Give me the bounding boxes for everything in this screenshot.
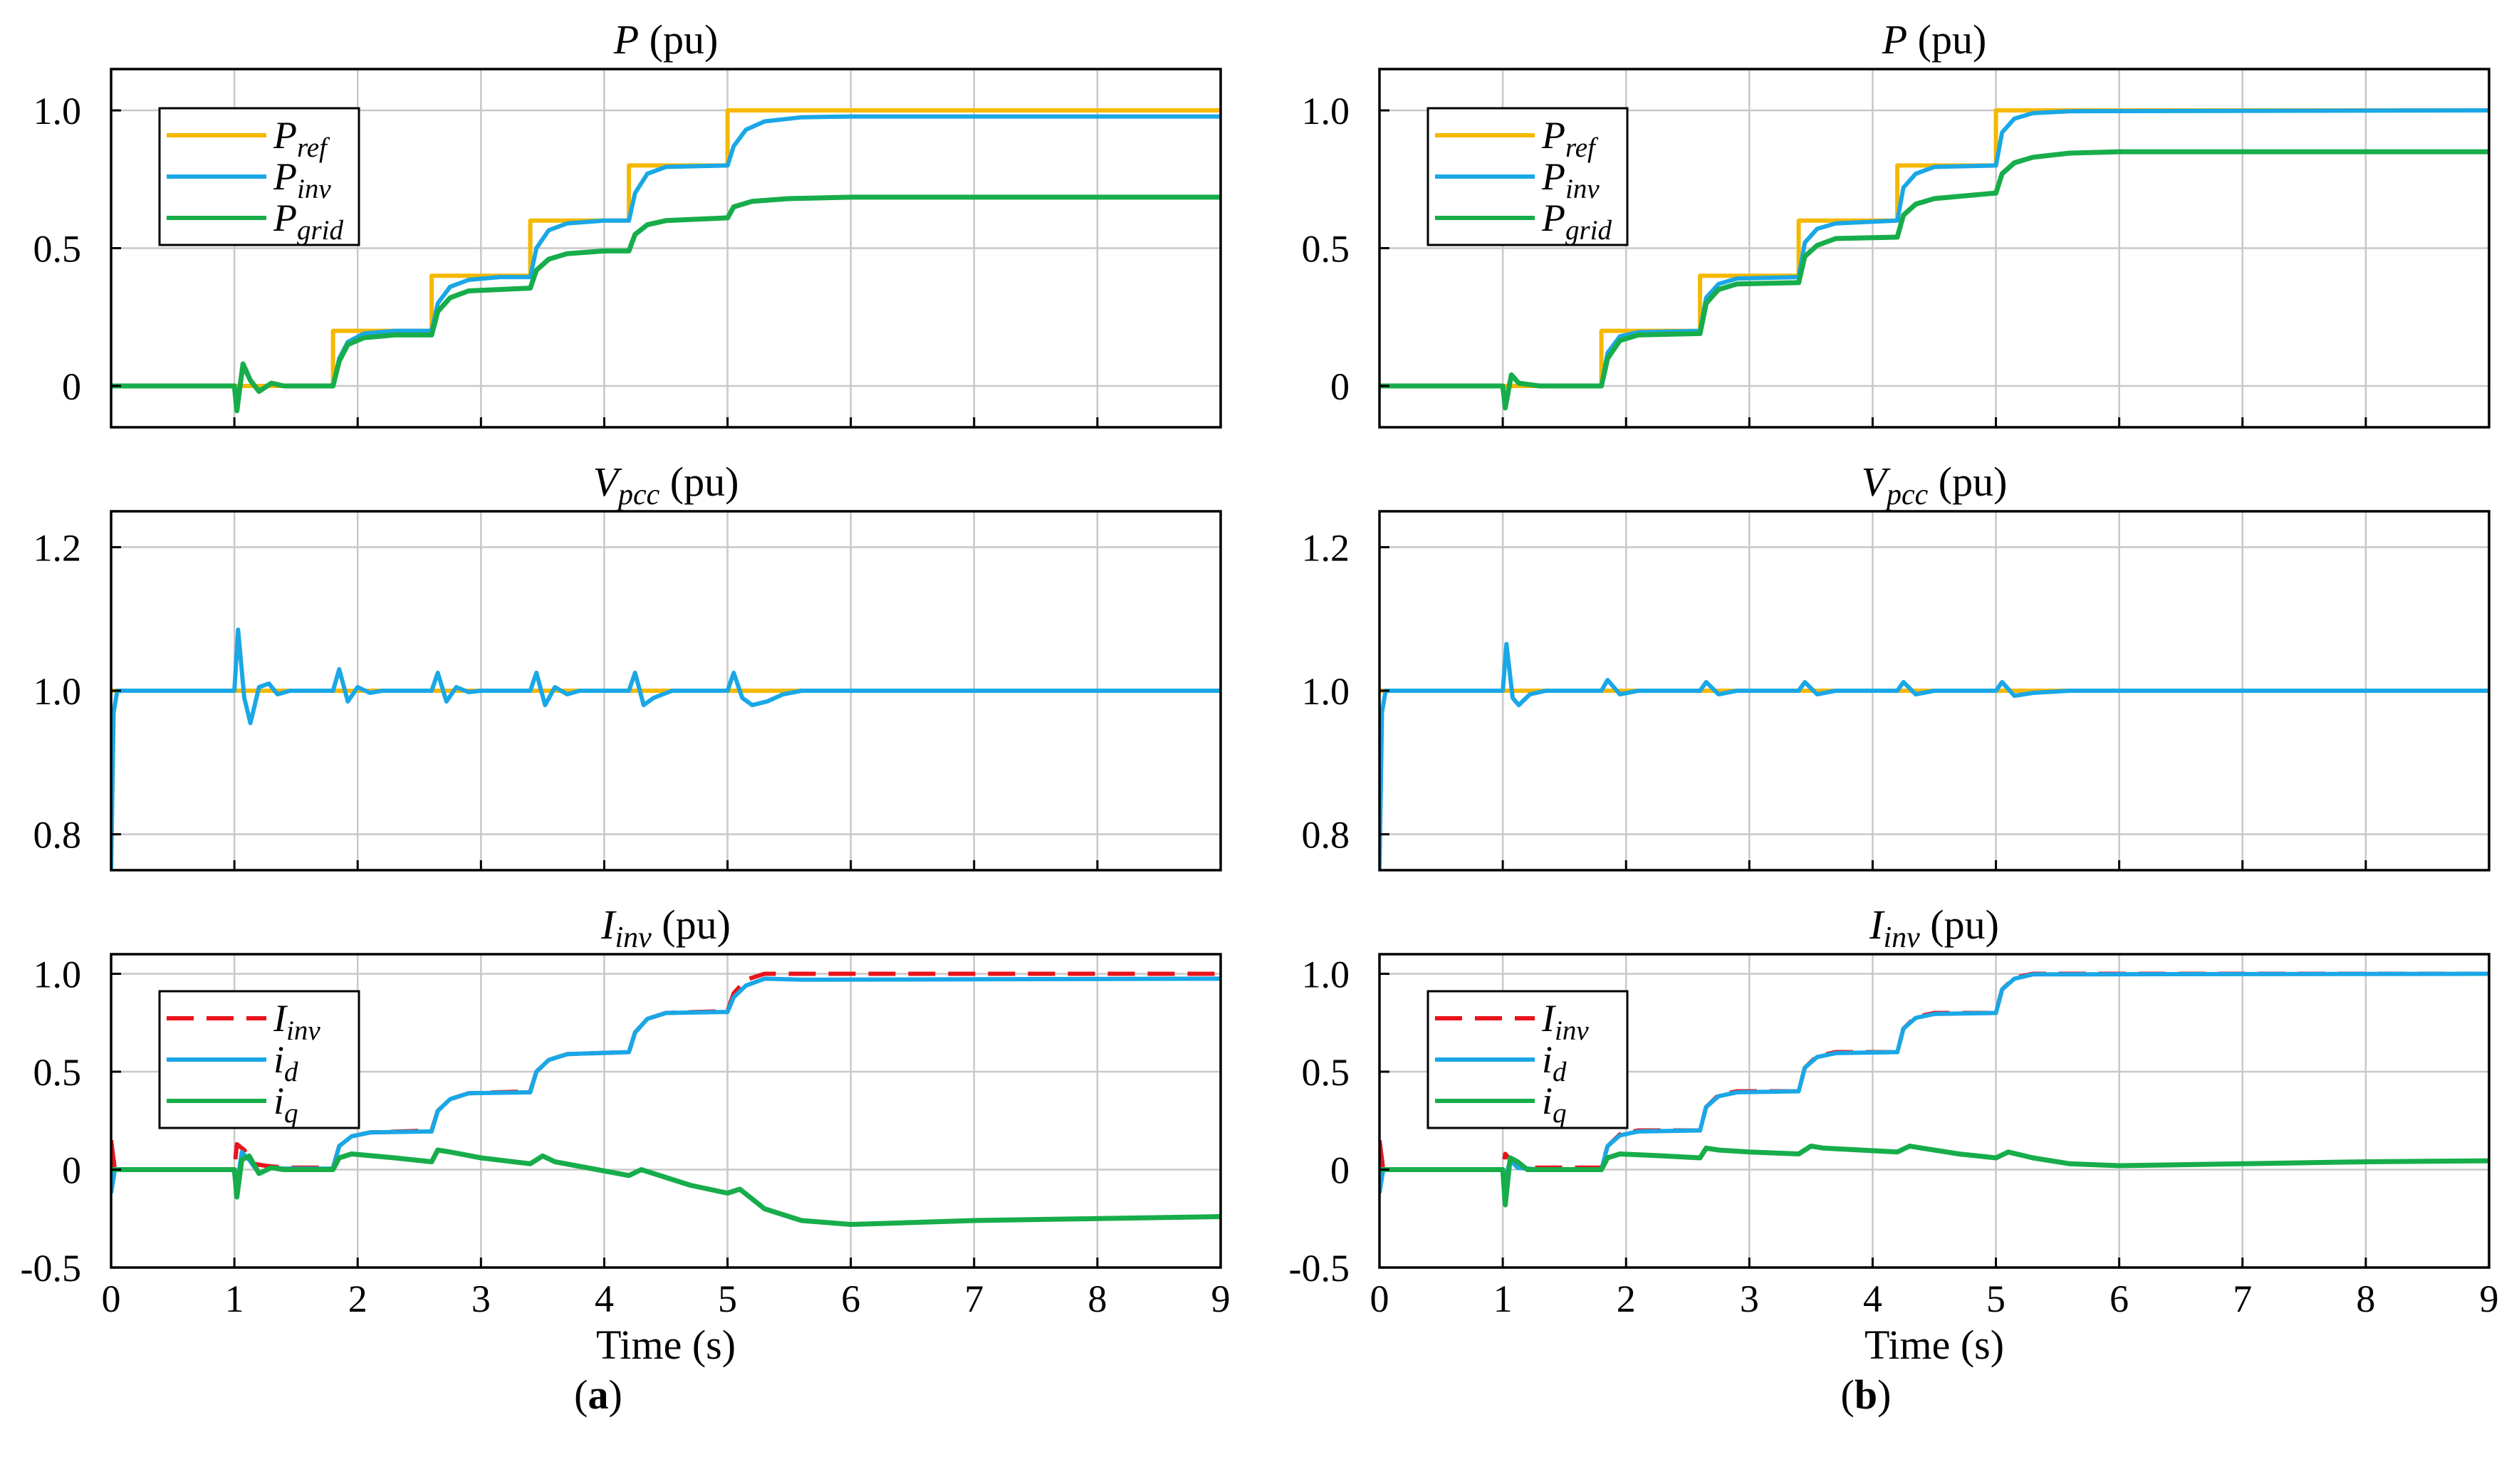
chart-b-I: 0 1 2 3 4 5 6 7 8 9 -0.5 0 0.5 1.0 Iinv (pu) Time (s) Ii…	[1289, 902, 2499, 1368]
chart-a-V: 0.8 1.0 1.2 Vpcc (pu)	[33, 459, 1222, 872]
y-tick-label: 1.0	[33, 953, 82, 996]
y-tick-label: 0.5	[33, 228, 82, 271]
legend-label: Pinv	[1541, 155, 1600, 204]
chart-title: P (pu)	[1882, 16, 1987, 63]
plot-frame	[1378, 953, 2490, 1269]
charts-layer: 00.51.0P (pu)PrefPinvPgrid0.81.01.2Vpcc …	[21, 16, 2499, 1368]
series-line-i-q	[111, 1147, 1221, 1227]
y-tick-label: 0.5	[1302, 1051, 1350, 1094]
y-tick-label: -0.5	[21, 1247, 81, 1290]
x-tick-label: 8	[2356, 1277, 2375, 1320]
chart-title: Iinv (pu)	[600, 902, 731, 954]
x-tick-label: 0	[1370, 1277, 1389, 1320]
x-tick-label: 7	[964, 1277, 984, 1320]
series-line-Vpcc	[1379, 642, 2489, 870]
series-line-P-grid	[1379, 149, 2489, 411]
chart-b-V: 0.8 1.0 1.2 Vpcc (pu)	[1302, 459, 2490, 872]
x-tick-label: 4	[1863, 1277, 1882, 1320]
plot-frame	[110, 953, 1222, 1269]
series-line-P-ref	[111, 108, 1221, 388]
panel-labels: (a) (b)	[574, 1371, 1891, 1418]
series-line-Vpcc	[111, 627, 1221, 870]
legend-label: Pref	[273, 114, 330, 163]
y-tick-label: 0.5	[33, 1051, 82, 1094]
y-tick-label: 1.2	[1302, 526, 1350, 569]
series-line-i-q	[1379, 1144, 2489, 1208]
x-tick-label: 4	[595, 1277, 614, 1320]
legend-label: Pinv	[273, 155, 331, 204]
chart-a-I: 0 1 2 3 4 5 6 7 8 9 -0.5 0 0.5 1.0 Iinv (pu) Time (s) Ii…	[21, 902, 1231, 1368]
x-tick-label: 9	[2480, 1277, 2499, 1320]
legend-label: Pgrid	[1541, 197, 1612, 246]
y-tick-label: 1.0	[1302, 953, 1350, 996]
legend-label: iq	[273, 1080, 298, 1129]
chart-title: Vpcc (pu)	[1862, 459, 2008, 511]
x-tick-label: 0	[102, 1277, 121, 1320]
x-tick-label: 3	[471, 1277, 491, 1320]
legend-label: id	[273, 1038, 298, 1087]
y-tick-label: 1.0	[33, 670, 82, 713]
x-tick-label: 6	[841, 1277, 860, 1320]
panel-label-b-letter: b	[1855, 1371, 1877, 1418]
chart-title: P (pu)	[613, 16, 719, 63]
legend-label: id	[1542, 1038, 1567, 1087]
legend-label: Iinv	[1541, 997, 1589, 1046]
y-tick-label: 0	[62, 365, 81, 408]
y-tick-label: 1.0	[1302, 670, 1350, 713]
y-tick-label: 0.8	[33, 814, 82, 857]
y-tick-label: 1.2	[33, 526, 82, 569]
y-tick-label: 0.8	[1302, 814, 1350, 857]
x-tick-label: 7	[2233, 1277, 2252, 1320]
chart-title: Iinv (pu)	[1869, 902, 1999, 954]
x-tick-label: 3	[1740, 1277, 1759, 1320]
y-tick-label: 0	[1330, 1149, 1350, 1192]
panel-label-b: (b)	[1841, 1371, 1892, 1418]
x-tick-label: 1	[1493, 1277, 1513, 1320]
y-tick-label: 1.0	[1302, 90, 1350, 132]
x-tick-label: 2	[348, 1277, 367, 1320]
y-tick-label: 0.5	[1302, 228, 1350, 271]
legend-label: iq	[1542, 1080, 1567, 1129]
series-line-P-grid	[111, 194, 1221, 414]
y-tick-label: 0	[62, 1149, 81, 1192]
y-tick-label: 0	[1330, 365, 1350, 408]
series-line-i-d	[1379, 971, 2489, 1193]
x-tick-label: 5	[1986, 1277, 2005, 1320]
panel-label-a-letter: a	[588, 1371, 609, 1418]
x-tick-label: 9	[1211, 1277, 1231, 1320]
legend-label: Pref	[1541, 114, 1599, 163]
x-tick-label: 5	[718, 1277, 737, 1320]
x-axis-label: Time (s)	[596, 1322, 736, 1368]
legend-label: Pgrid	[273, 197, 344, 246]
x-tick-label: 8	[1087, 1277, 1107, 1320]
y-tick-label: 1.0	[33, 90, 82, 132]
panel-label-a: (a)	[574, 1371, 622, 1418]
x-tick-label: 2	[1617, 1277, 1636, 1320]
chart-title: Vpcc (pu)	[593, 459, 739, 511]
y-tick-label: -0.5	[1289, 1247, 1350, 1290]
x-tick-label: 6	[2109, 1277, 2129, 1320]
x-tick-label: 1	[225, 1277, 244, 1320]
legend-label: Iinv	[273, 997, 320, 1046]
x-axis-label: Time (s)	[1864, 1322, 2004, 1368]
